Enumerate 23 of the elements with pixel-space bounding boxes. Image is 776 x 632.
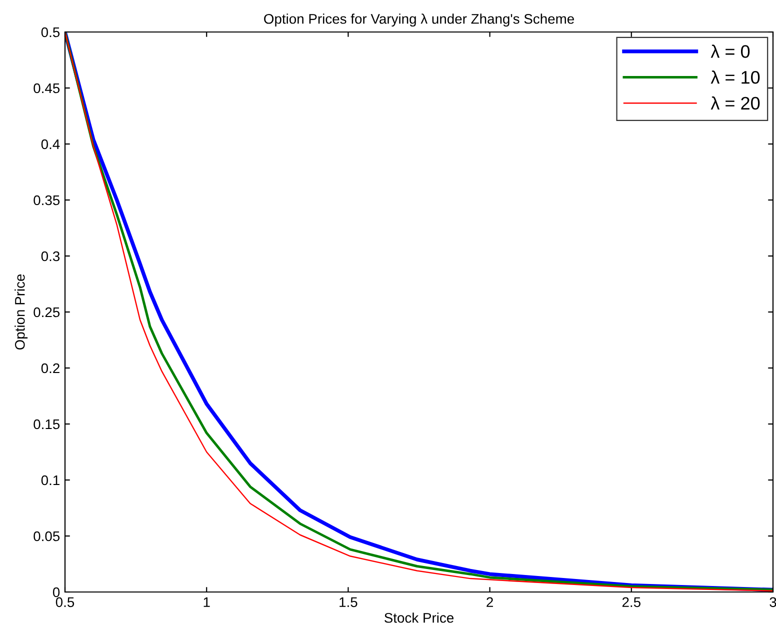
x-tick-label: 2 [486, 597, 493, 607]
y-tick-label: 0.4 [41, 139, 60, 150]
y-tick-label: 0.1 [41, 475, 60, 486]
y-tick-label: 0.5 [41, 27, 60, 38]
legend-label: λ = 0 [710, 44, 750, 58]
x-tick-label: 2.5 [622, 597, 640, 608]
chart-title: Option Prices for Varying λ under Zhang's Scheme [264, 14, 574, 27]
y-tick-label: 0.25 [34, 307, 60, 318]
y-tick-label: 0.15 [34, 419, 60, 430]
y-tick-label: 0 [52, 587, 60, 598]
y-tick-label: 0.2 [41, 363, 60, 374]
x-tick-label: 3 [770, 597, 776, 608]
x-tick-label: 1 [204, 597, 210, 607]
y-tick-label: 0.45 [34, 83, 60, 94]
y-axis-title: Option Price [14, 274, 28, 350]
legend-label: λ = 10 [710, 70, 760, 84]
y-tick-label: 0.3 [41, 251, 60, 262]
y-tick-label: 0.05 [34, 531, 60, 542]
x-axis-title: Stock Price [384, 612, 454, 623]
y-tick-label: 0.35 [34, 195, 60, 206]
legend-label: λ = 20 [710, 96, 760, 110]
x-tick-label: 0.5 [56, 597, 74, 608]
x-tick-label: 1.5 [340, 597, 358, 608]
